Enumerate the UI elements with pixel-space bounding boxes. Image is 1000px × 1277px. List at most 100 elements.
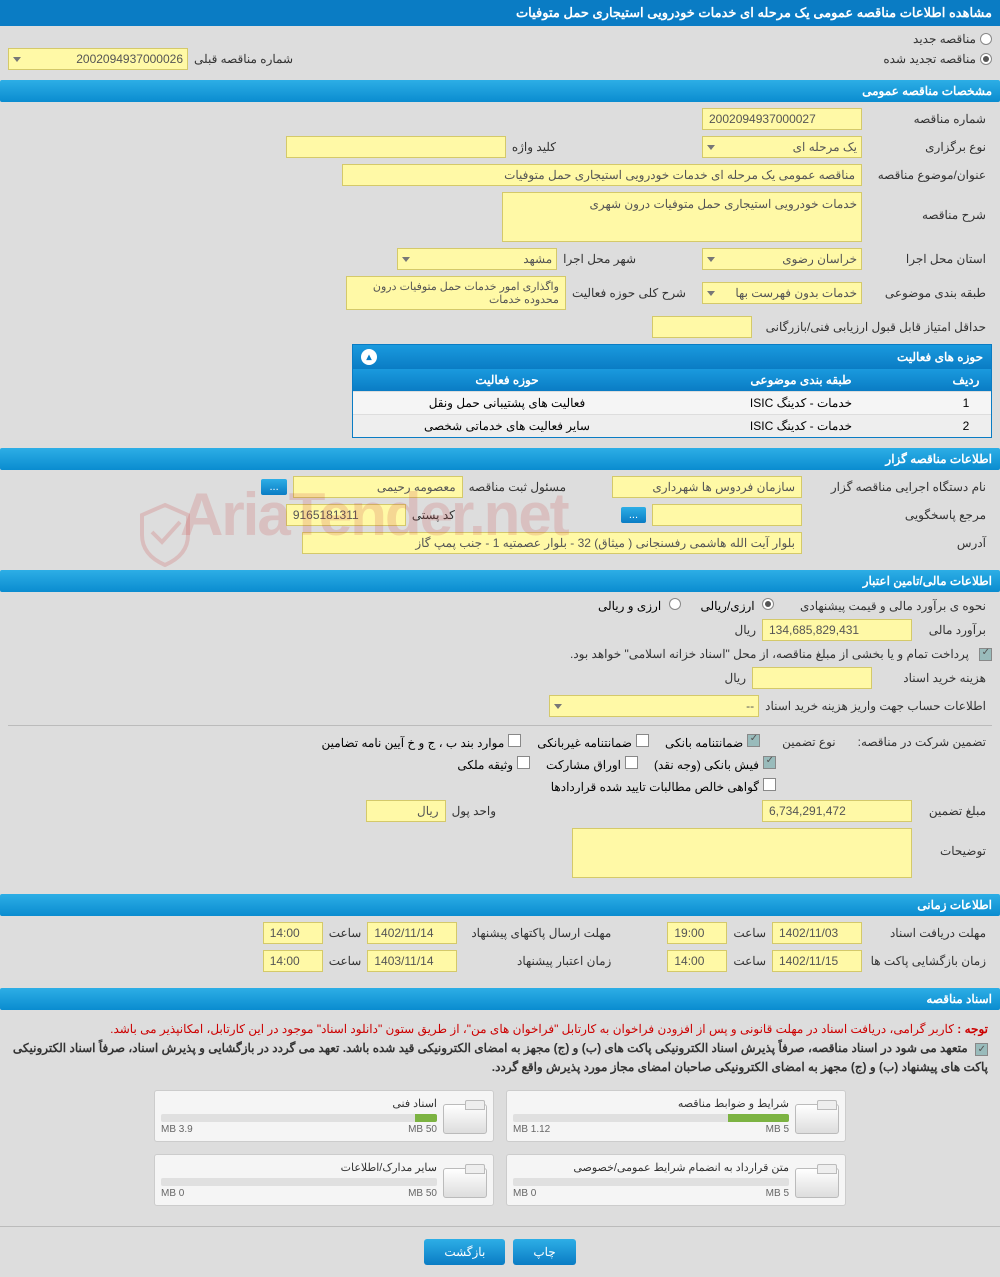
note2: متعهد می شود در اسناد مناقصه، صرفاً پذیر…: [13, 1041, 988, 1074]
checkbox-icon: [763, 756, 776, 769]
doc-max: 5 MB: [766, 1124, 789, 1135]
progress-bar: [513, 1178, 789, 1186]
submit-date: 1402/11/14: [367, 922, 457, 944]
doc-title: متن قرارداد به انضمام شرایط عمومی/خصوصی: [513, 1161, 789, 1174]
rial-label2: ریال: [718, 671, 752, 685]
registrar-field: معصومه رحیمی: [293, 476, 463, 498]
chevron-down-icon: [707, 145, 715, 150]
progress-bar: [161, 1178, 437, 1186]
doc-cost-label: هزینه خرید اسناد: [872, 671, 992, 685]
tender-no-field: 2002094937000027: [702, 108, 862, 130]
checkbox-icon: [763, 778, 776, 791]
radio-label: مناقصه تجدید شده: [883, 52, 976, 66]
guarantee-amount-label: مبلغ تضمین: [912, 804, 992, 818]
chk-net-receivables[interactable]: گواهی خالص مطالبات تایید شده قراردادها: [551, 778, 776, 794]
desc-field[interactable]: خدمات خودرویی استیجاری حمل متوفیات درون …: [502, 192, 862, 242]
chk-label: وثیقه ملکی: [457, 758, 513, 772]
submit-time: 14:00: [263, 922, 323, 944]
checkbox-commit[interactable]: [975, 1043, 988, 1056]
doc-card[interactable]: شرایط و ضوابط مناقصه 5 MB1.12 MB: [506, 1090, 846, 1142]
doc-cost-field[interactable]: [752, 667, 872, 689]
address-field: بلوار آیت الله هاشمی رفسنجانی ( میثاق) 3…: [302, 532, 802, 554]
city-dropdown[interactable]: مشهد: [397, 248, 557, 270]
cell-cat: خدمات - کدینگ ISIC: [661, 415, 941, 437]
doc-size: 0 MB: [161, 1188, 184, 1199]
checkbox-treasury[interactable]: [979, 648, 992, 661]
folder-icon: [797, 1098, 839, 1134]
note1: کاربر گرامی، دریافت اسناد در مهلت قانونی…: [110, 1022, 954, 1036]
doc-card[interactable]: اسناد فنی 50 MB3.9 MB: [154, 1090, 494, 1142]
radio-renewed-tender[interactable]: مناقصه تجدید شده: [883, 52, 992, 66]
back-button[interactable]: بازگشت: [424, 1239, 505, 1265]
currency-label: واحد پول: [446, 804, 502, 818]
radio-label: ارزی و ریالی: [598, 599, 661, 613]
min-score-field[interactable]: [652, 316, 752, 338]
radio-arz-rial[interactable]: ارزی/ریالی: [701, 598, 774, 613]
chk-bonds[interactable]: اوراق مشارکت: [546, 756, 638, 772]
responder-lookup-button[interactable]: ...: [621, 507, 646, 523]
keyword-field[interactable]: [286, 136, 506, 158]
address-label: آدرس: [802, 536, 992, 550]
section-schedule: اطلاعات زمانی: [0, 894, 1000, 916]
type-dropdown[interactable]: یک مرحله ای: [702, 136, 862, 158]
chk-property[interactable]: وثیقه ملکی: [457, 756, 530, 772]
chevron-down-icon: [707, 257, 715, 262]
type-label: نوع برگزاری: [862, 140, 992, 154]
chk-bank-guarantee[interactable]: ضمانتنامه بانکی: [665, 734, 760, 750]
postal-label: کد پستی: [406, 508, 461, 522]
activity-table: حوزه های فعالیت ▴ ردیف طبقه بندی موضوعی …: [352, 344, 992, 438]
category-label: طبقه بندی موضوعی: [862, 286, 992, 300]
chk-bank-receipt[interactable]: فیش بانکی (وجه نقد): [654, 756, 776, 772]
section-documents: اسناد مناقصه: [0, 988, 1000, 1010]
account-dropdown[interactable]: --: [549, 695, 759, 717]
doc-size: 1.12 MB: [513, 1124, 550, 1135]
guarantee-label: تضمین شرکت در مناقصه:: [852, 735, 992, 749]
prev-tender-dropdown[interactable]: 2002094937000026: [8, 48, 188, 70]
validity-label: زمان اعتبار پیشنهاد: [457, 954, 617, 968]
registrar-more-button[interactable]: ...: [261, 479, 286, 495]
registrar-label: مسئول ثبت مناقصه: [463, 480, 572, 494]
category-dropdown[interactable]: خدمات بدون فهرست بها: [702, 282, 862, 304]
radio-icon: [762, 598, 774, 610]
prev-tender-value: 2002094937000026: [76, 52, 183, 66]
time-label2: ساعت: [323, 926, 368, 940]
est-field: 134,685,829,431: [762, 619, 912, 641]
section-general: مشخصات مناقصه عمومی: [0, 80, 1000, 102]
chevron-down-icon: [554, 704, 562, 709]
folder-icon: [445, 1098, 487, 1134]
time-label3: ساعت: [727, 954, 772, 968]
responder-field[interactable]: [652, 504, 802, 526]
tender-no-label: شماره مناقصه: [862, 112, 992, 126]
remarks-field[interactable]: [572, 828, 912, 878]
open-date: 1402/11/15: [772, 950, 862, 972]
guarantee-amount-field: 6,734,291,472: [762, 800, 912, 822]
doc-title: سایر مدارک/اطلاعات: [161, 1161, 437, 1174]
chk-nonbank-guarantee[interactable]: ضمانتنامه غیربانکی: [537, 734, 649, 750]
province-value: خراسان رضوی: [782, 252, 857, 266]
remarks-label: توضیحات: [912, 828, 992, 858]
collapse-icon[interactable]: ▴: [361, 349, 377, 365]
province-dropdown[interactable]: خراسان رضوی: [702, 248, 862, 270]
section-holder: اطلاعات مناقصه گزار: [0, 448, 1000, 470]
radio-arz-o-rial[interactable]: ارزی و ریالی: [598, 598, 681, 613]
radio-label: ارزی/ریالی: [701, 599, 755, 613]
doc-card[interactable]: متن قرارداد به انضمام شرایط عمومی/خصوصی …: [506, 1154, 846, 1206]
checkbox-icon: [625, 756, 638, 769]
cell-act: سایر فعالیت های خدماتی شخصی: [353, 415, 661, 437]
currency-field: ریال: [366, 800, 446, 822]
table-row: 2 خدمات - کدینگ ISIC سایر فعالیت های خدم…: [353, 414, 991, 437]
est-method-label: نحوه ی برآورد مالی و قیمت پیشنهادی: [794, 599, 992, 613]
col-act: حوزه فعالیت: [353, 369, 661, 391]
chk-items-bjkh[interactable]: موارد بند ب ، ج و خ آیین نامه تضامین: [322, 734, 522, 750]
responder-label: مرجع پاسخگویی: [802, 508, 992, 522]
category-value: خدمات بدون فهرست بها: [735, 286, 857, 300]
time-label4: ساعت: [323, 954, 368, 968]
subject-label: عنوان/موضوع مناقصه: [862, 168, 992, 182]
chevron-down-icon: [402, 257, 410, 262]
doc-card[interactable]: سایر مدارک/اطلاعات 50 MB0 MB: [154, 1154, 494, 1206]
chk-label: اوراق مشارکت: [546, 758, 621, 772]
chk-label: ضمانتنامه بانکی: [665, 736, 743, 750]
print-button[interactable]: چاپ: [513, 1239, 575, 1265]
radio-new-tender[interactable]: مناقصه جدید: [913, 32, 992, 46]
postal-field: 9165181311: [286, 504, 406, 526]
